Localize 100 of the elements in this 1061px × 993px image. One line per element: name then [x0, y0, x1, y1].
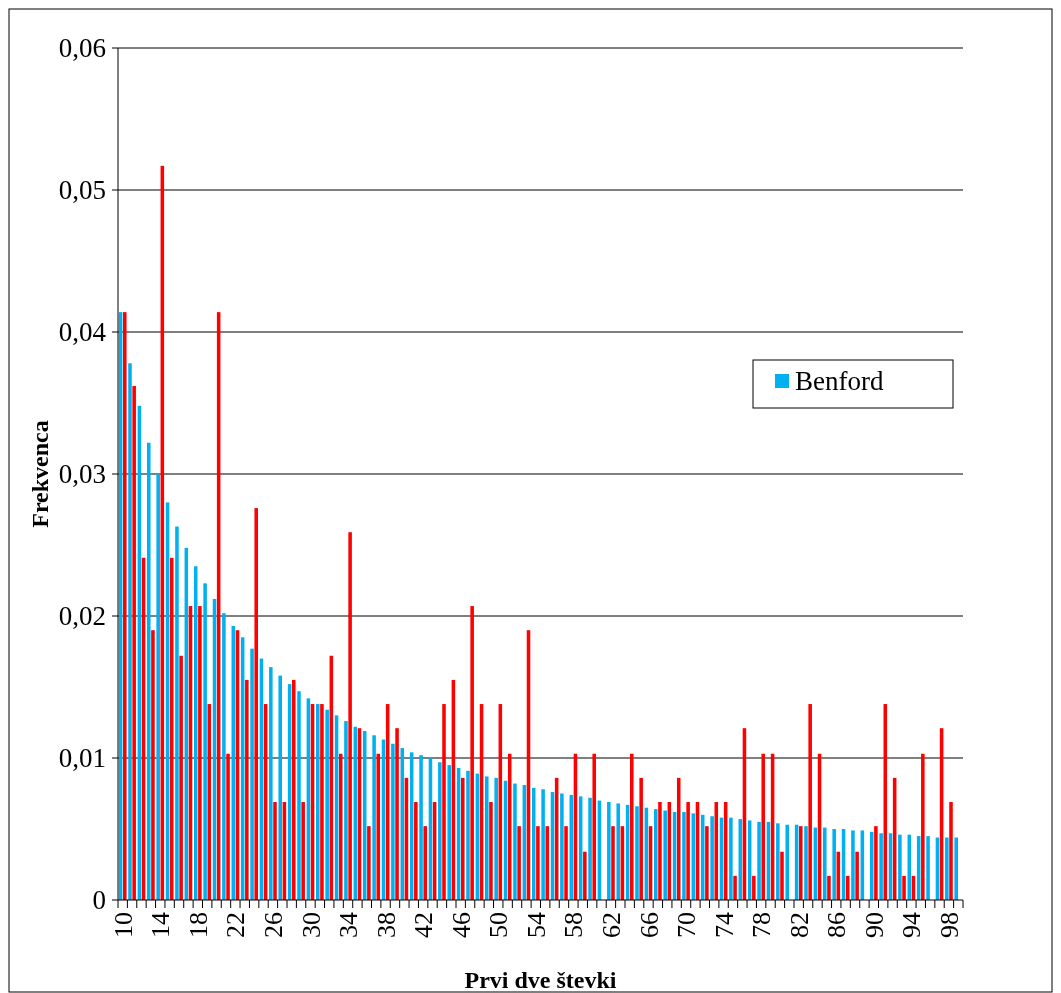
bar	[292, 679, 296, 900]
bar	[588, 797, 592, 900]
bar	[316, 704, 320, 900]
x-tick-label: 86	[822, 912, 852, 938]
bar	[639, 777, 643, 900]
bar	[686, 802, 690, 900]
x-tick-label: 66	[634, 912, 664, 938]
bar	[536, 826, 540, 900]
y-tick-label: 0,03	[58, 459, 106, 490]
x-tick-label: 30	[296, 912, 326, 938]
x-tick-label: 46	[446, 912, 476, 938]
bar	[654, 809, 658, 900]
bar	[123, 312, 127, 900]
bar	[776, 823, 780, 900]
bar	[447, 765, 451, 900]
bar	[372, 735, 376, 900]
bar	[630, 753, 634, 900]
bar	[898, 834, 902, 900]
bar	[348, 532, 352, 900]
x-tick-label: 10	[108, 912, 138, 938]
bar	[156, 474, 160, 900]
bar	[489, 802, 493, 900]
y-tick-label: 0,01	[58, 743, 106, 774]
bar	[855, 851, 859, 900]
x-tick-label: 50	[484, 912, 514, 938]
bar	[851, 830, 855, 900]
bar	[222, 613, 226, 900]
bar	[949, 802, 953, 900]
x-tick-label: 54	[521, 912, 551, 938]
bar	[729, 817, 733, 900]
y-tick-label: 0,05	[58, 175, 106, 206]
y-axis-title: Frekvenca	[27, 420, 53, 528]
bar	[273, 802, 277, 900]
x-tick-label: 22	[221, 912, 251, 938]
bar	[954, 837, 958, 900]
bar	[179, 655, 183, 900]
x-tick-label: 62	[597, 912, 627, 938]
x-tick-label: 74	[709, 912, 739, 938]
bar	[367, 826, 371, 900]
bar	[616, 803, 620, 900]
bar	[658, 802, 662, 900]
bar	[132, 385, 136, 900]
bar	[804, 826, 808, 900]
bar	[785, 824, 789, 900]
bar	[583, 851, 587, 900]
x-tick-label: 98	[935, 912, 965, 938]
y-tick-label: 0,02	[58, 601, 106, 632]
bar	[513, 783, 517, 900]
bar	[226, 753, 230, 900]
x-tick-label: 26	[259, 912, 289, 938]
bar	[438, 762, 442, 900]
bar	[926, 836, 930, 900]
bar	[799, 826, 803, 900]
bar	[175, 526, 179, 900]
bar	[710, 816, 714, 900]
x-tick-label: 82	[784, 912, 814, 938]
bar	[832, 829, 836, 900]
bar	[391, 743, 395, 900]
y-tick-label: 0	[92, 885, 106, 916]
bar	[466, 770, 470, 900]
x-tick-label: 42	[409, 912, 439, 938]
bar	[757, 821, 761, 900]
bar	[301, 802, 305, 900]
bar	[541, 789, 545, 900]
x-tick-label: 94	[897, 912, 927, 938]
bar	[250, 648, 254, 900]
bar	[780, 851, 784, 900]
bar	[414, 802, 418, 900]
x-tick-label: 38	[371, 912, 401, 938]
bar	[733, 875, 737, 900]
x-tick-label: 18	[183, 912, 213, 938]
bar	[203, 583, 207, 900]
x-tick-label: 78	[747, 912, 777, 938]
bar	[611, 826, 615, 900]
x-tick-label: 58	[559, 912, 589, 938]
bar	[254, 508, 258, 900]
bar	[808, 704, 812, 900]
bar	[320, 704, 324, 900]
bar	[423, 826, 427, 900]
bar	[921, 753, 925, 900]
bar	[945, 837, 949, 900]
bar	[461, 777, 465, 900]
bar	[607, 802, 611, 900]
bar	[517, 826, 521, 900]
bar	[560, 793, 564, 900]
bar	[902, 875, 906, 900]
bar	[344, 721, 348, 900]
legend-label: Benford	[795, 366, 884, 397]
x-tick-label: 14	[146, 912, 176, 938]
bar	[485, 776, 489, 900]
bar	[419, 755, 423, 900]
bar	[395, 728, 399, 900]
bar	[151, 630, 155, 900]
x-tick-label: 34	[334, 912, 364, 938]
x-axis-title: Prvi dve števki	[464, 967, 617, 993]
bar	[245, 679, 249, 900]
bar	[827, 875, 831, 900]
bar	[470, 606, 474, 900]
bar	[874, 826, 878, 900]
bar	[592, 753, 596, 900]
